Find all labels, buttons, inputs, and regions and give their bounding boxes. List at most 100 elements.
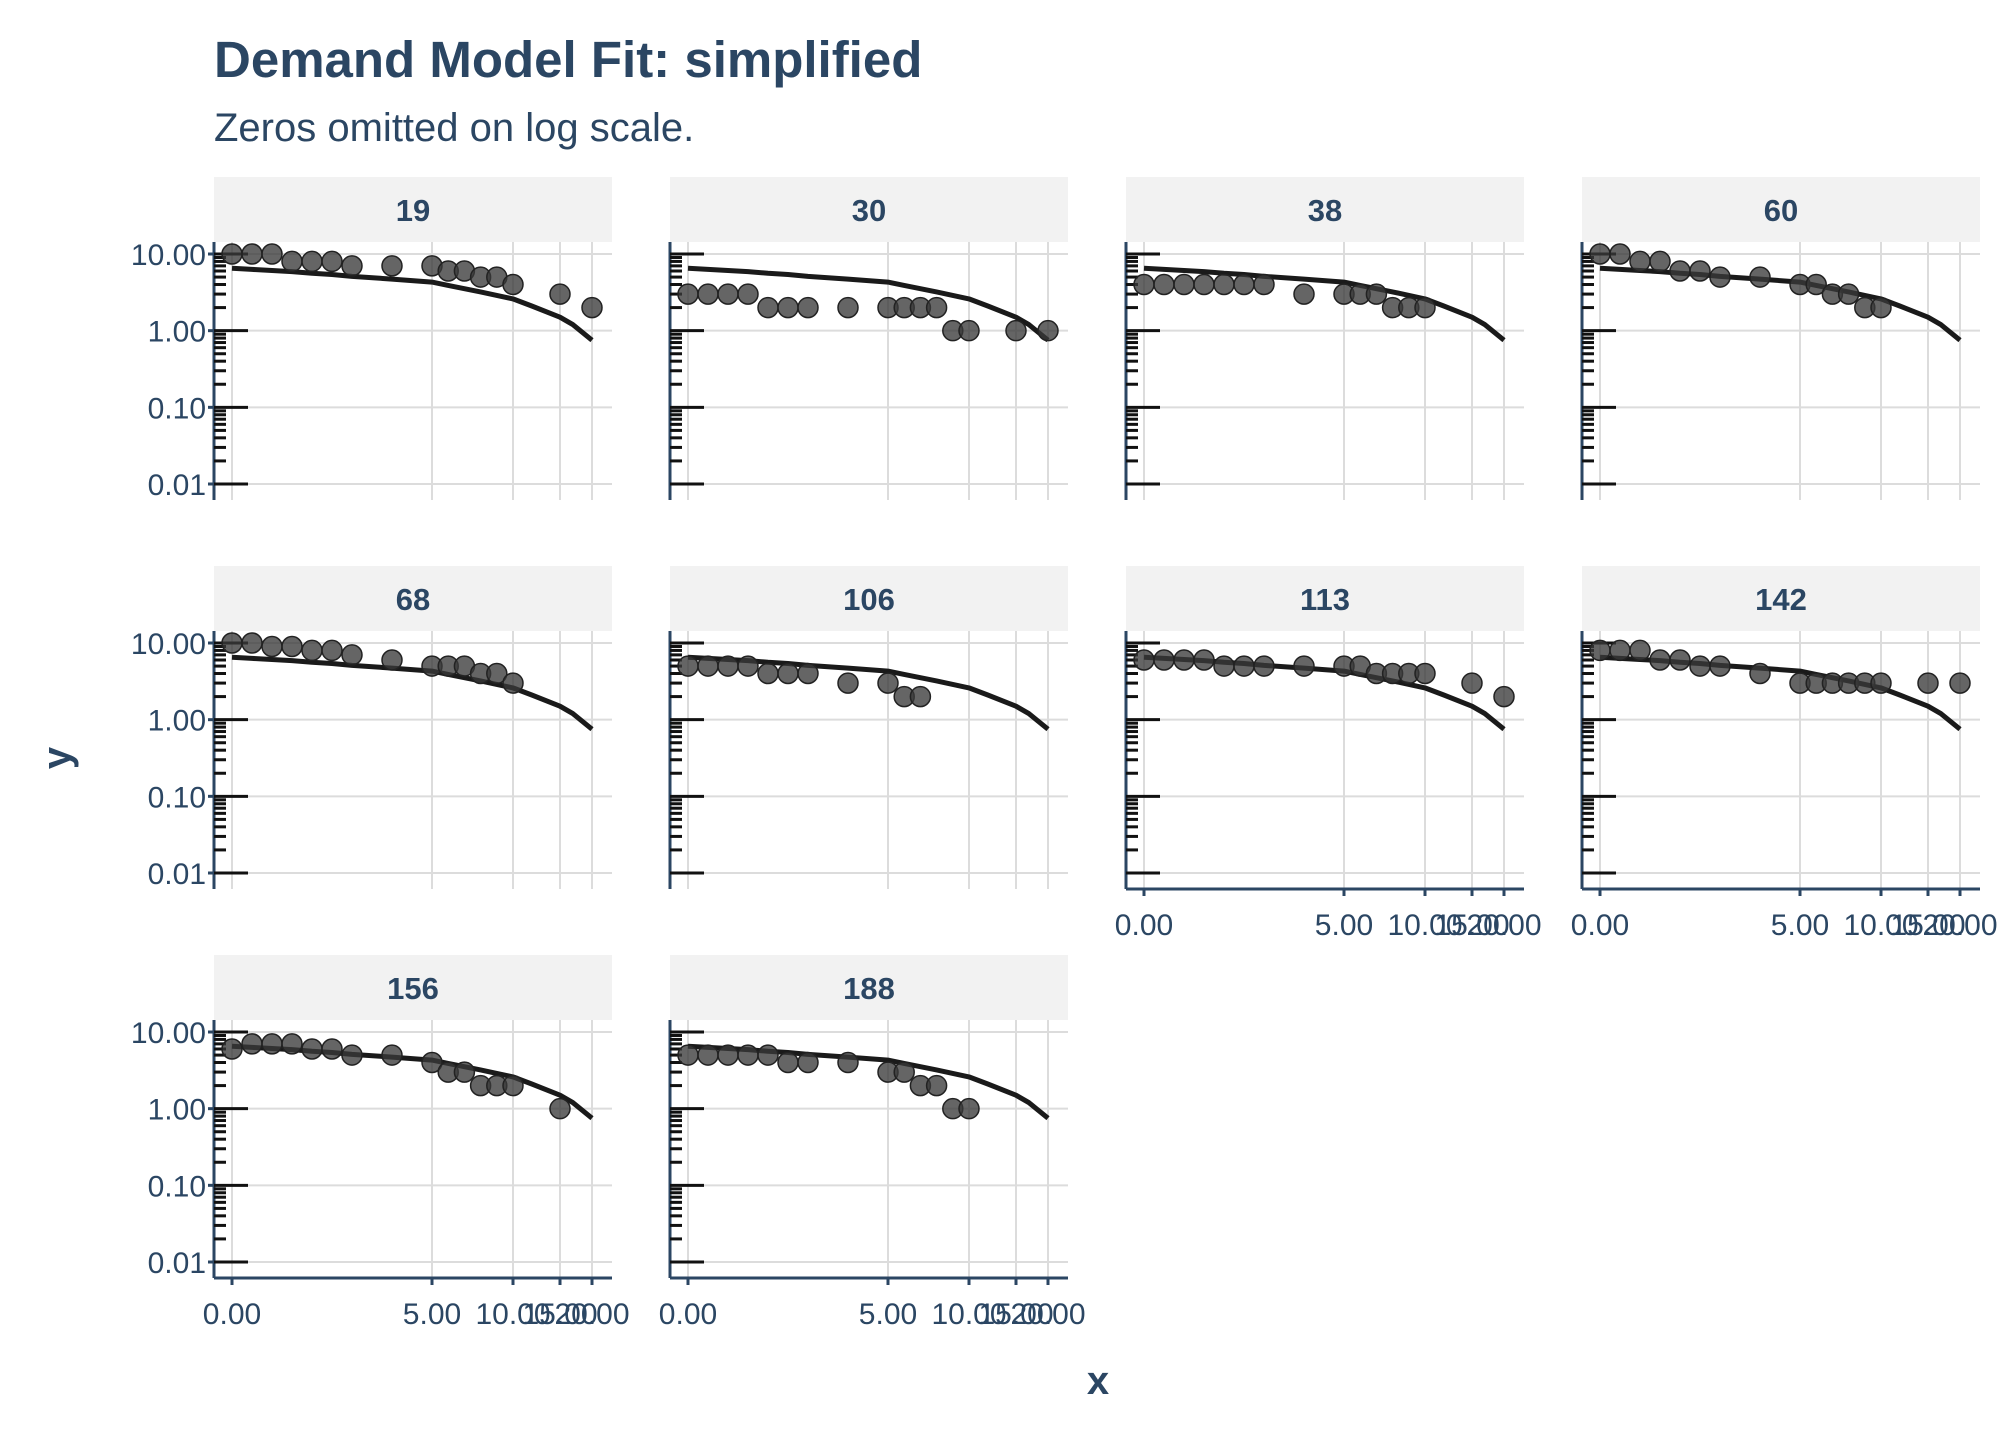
chart-subtitle: Zeros omitted on log scale. — [214, 106, 695, 150]
data-point — [1805, 273, 1827, 296]
y-tick-label: 0.10 — [148, 392, 206, 425]
data-point — [677, 1044, 699, 1066]
facet-strip-label: 60 — [1764, 193, 1798, 228]
facet-strip — [670, 566, 1068, 631]
y-tick-label: 0.10 — [148, 1170, 206, 1203]
facet-panel-30: 30 — [668, 177, 1068, 500]
x-tick-label: 20.00 — [1466, 909, 1541, 942]
data-point — [1917, 672, 1939, 694]
data-point — [1293, 655, 1315, 677]
data-point — [1609, 243, 1631, 265]
x-tick-label: 5.00 — [859, 1298, 917, 1331]
data-point — [1414, 662, 1436, 685]
facet-strip — [1582, 177, 1980, 242]
fit-line — [687, 654, 1050, 732]
data-point — [1709, 655, 1731, 677]
data-point — [777, 1051, 799, 1074]
facet-strip-label: 38 — [1308, 193, 1342, 228]
data-point — [777, 296, 799, 319]
x-tick-label: 0.00 — [659, 1298, 717, 1331]
data-point — [321, 1038, 343, 1060]
fit-line — [231, 654, 594, 732]
facet-strip-label: 113 — [1300, 582, 1350, 617]
data-point — [221, 243, 243, 265]
data-point — [797, 662, 819, 685]
facet-strip-label: 142 — [1755, 582, 1807, 617]
data-point — [797, 296, 819, 319]
y-tick-label: 0.01 — [148, 858, 206, 891]
x-tick-label: 20.00 — [1010, 1298, 1085, 1331]
y-tick-label: 1.00 — [148, 705, 206, 738]
data-point — [281, 250, 303, 273]
data-point — [1193, 273, 1215, 296]
data-point — [1870, 296, 1892, 319]
data-point — [1461, 672, 1483, 694]
x-tick-label: 15.00 — [1434, 909, 1509, 942]
data-point — [1629, 250, 1651, 273]
data-point — [1749, 266, 1771, 288]
data-point — [1749, 662, 1771, 685]
data-point — [717, 283, 739, 305]
data-point — [909, 685, 932, 708]
data-point — [486, 662, 508, 685]
facet-panel-60: 60 — [1580, 177, 1980, 500]
x-tick-label: 10.00 — [931, 1298, 1006, 1331]
data-point — [301, 250, 323, 273]
data-point — [757, 296, 779, 319]
facet-strip-label: 188 — [843, 971, 895, 1006]
data-point — [421, 1051, 443, 1074]
fit-line — [231, 1043, 594, 1121]
data-point — [1253, 273, 1275, 296]
data-point — [1153, 649, 1175, 671]
data-point — [737, 283, 759, 305]
data-point — [1213, 655, 1235, 677]
data-point — [581, 296, 603, 319]
data-point — [261, 243, 283, 265]
data-point — [301, 1038, 323, 1060]
x-tick-label: 20.00 — [554, 1298, 629, 1331]
facet-strip — [214, 566, 612, 631]
facet-strip-label: 106 — [843, 582, 895, 617]
y-tick-label: 1.00 — [148, 1094, 206, 1127]
data-point — [1649, 649, 1671, 671]
data-point — [341, 644, 363, 666]
y-tick-label: 10.00 — [131, 239, 206, 272]
data-point — [321, 250, 343, 273]
x-tick-label: 5.00 — [1315, 909, 1373, 942]
data-point — [221, 1038, 243, 1060]
facet-strip-label: 30 — [852, 193, 886, 228]
data-point — [797, 1051, 819, 1074]
data-point — [737, 1044, 759, 1066]
data-point — [502, 273, 524, 296]
data-point — [1493, 685, 1515, 708]
data-point — [1005, 319, 1027, 342]
data-point — [697, 655, 719, 677]
data-point — [1213, 273, 1235, 296]
data-point — [241, 1033, 263, 1055]
facet-panel-19: 19 0.01 0.10 1.00 10.00 — [131, 177, 612, 502]
data-point — [502, 672, 524, 694]
x-tick-label: 15.00 — [978, 1298, 1053, 1331]
y-tick-label: 0.01 — [148, 469, 206, 502]
data-point — [1037, 319, 1059, 342]
data-point — [677, 283, 699, 305]
x-axis-title: x — [1087, 1359, 1109, 1403]
data-point — [1253, 655, 1275, 677]
data-point — [281, 1033, 303, 1055]
data-point — [1629, 639, 1651, 662]
data-point — [697, 283, 719, 305]
data-point — [1233, 655, 1255, 677]
data-point — [837, 1051, 859, 1074]
data-point — [925, 1074, 948, 1097]
x-tick-label: 0.00 — [1115, 909, 1173, 942]
data-point — [717, 1044, 739, 1066]
data-point — [241, 632, 263, 654]
data-point — [549, 1097, 571, 1120]
data-point — [1689, 655, 1711, 677]
data-point — [549, 283, 571, 305]
data-point — [1133, 649, 1155, 671]
facet-strip — [1582, 566, 1980, 631]
